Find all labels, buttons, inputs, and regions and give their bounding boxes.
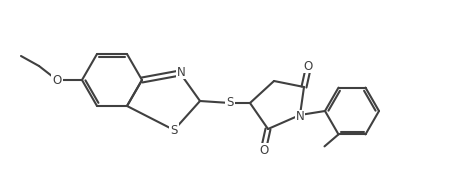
Text: O: O (260, 143, 269, 157)
Text: S: S (170, 124, 177, 136)
Text: N: N (296, 111, 304, 124)
Text: O: O (53, 74, 62, 86)
Text: O: O (303, 60, 313, 72)
Text: N: N (177, 66, 185, 79)
Text: S: S (226, 97, 234, 110)
